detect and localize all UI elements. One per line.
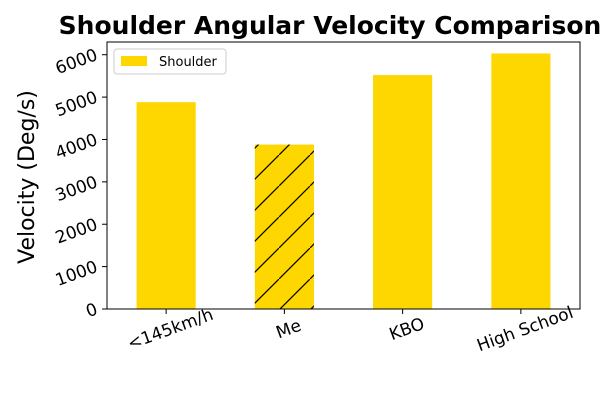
y-axis-label: Velocity (Deg/s) bbox=[15, 90, 40, 264]
y-tick-label: 3000 bbox=[53, 172, 100, 206]
y-tick-label: 4000 bbox=[53, 130, 100, 164]
y-tick-label: 5000 bbox=[53, 88, 100, 122]
y-tick-label: 6000 bbox=[53, 45, 100, 79]
legend: Shoulder bbox=[113, 48, 227, 75]
bar-145km-h bbox=[136, 102, 196, 309]
bars-group bbox=[136, 53, 551, 309]
x-tick-label: Me bbox=[274, 316, 304, 343]
chart-title: Shoulder Angular Velocity Comparison bbox=[59, 11, 600, 40]
legend-label: Shoulder bbox=[159, 55, 218, 70]
x-tick-label: High School bbox=[474, 303, 576, 356]
x-tick-label: KBO bbox=[387, 314, 428, 345]
y-ticks: 0 1000 2000 3000 4000 5000 6000 bbox=[53, 45, 107, 322]
legend-swatch bbox=[121, 56, 147, 66]
y-tick-label: 1000 bbox=[53, 257, 100, 291]
legend-box bbox=[113, 48, 227, 75]
y-tick-label: 0 bbox=[83, 300, 100, 322]
x-ticks: <145km/h Me KBO High School bbox=[125, 303, 576, 356]
plot-frame bbox=[106, 41, 581, 310]
bar-hatch-overlay bbox=[254, 144, 314, 309]
y-tick-label: 2000 bbox=[53, 215, 100, 249]
bar-kbo bbox=[373, 75, 433, 309]
x-tick-label: <145km/h bbox=[125, 305, 216, 354]
bar-high-school bbox=[491, 53, 551, 309]
